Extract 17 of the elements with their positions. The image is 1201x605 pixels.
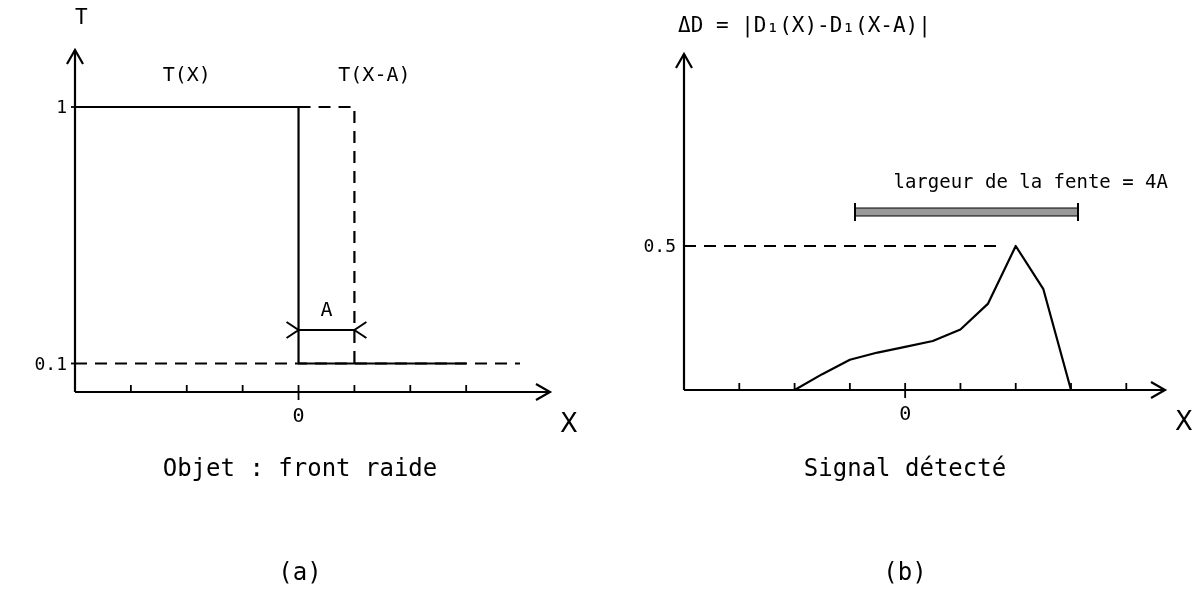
text: Objet : front raide [162,454,438,482]
text: 0 [899,401,912,425]
text: (b) [883,558,927,586]
series-label: T(X-A) [338,62,411,86]
y-tick-label: 0.1 [34,352,67,374]
annotation: A [320,297,333,321]
series-label: T(X) [162,62,211,86]
chart-title: ΔD = |D₁(X)-D₁(X-A)| [678,13,931,38]
y-tick-label: 1 [56,96,67,117]
text: largeur de la fente = 4A [893,170,1169,192]
text: Signal détecté [803,454,1007,482]
y-axis-title: T [75,5,88,29]
text: (a) [278,558,322,586]
x-axis-title: X [1175,406,1193,436]
text: 0 [292,403,305,427]
x-axis-title: X [560,408,578,438]
text: 0.5 [643,235,676,256]
